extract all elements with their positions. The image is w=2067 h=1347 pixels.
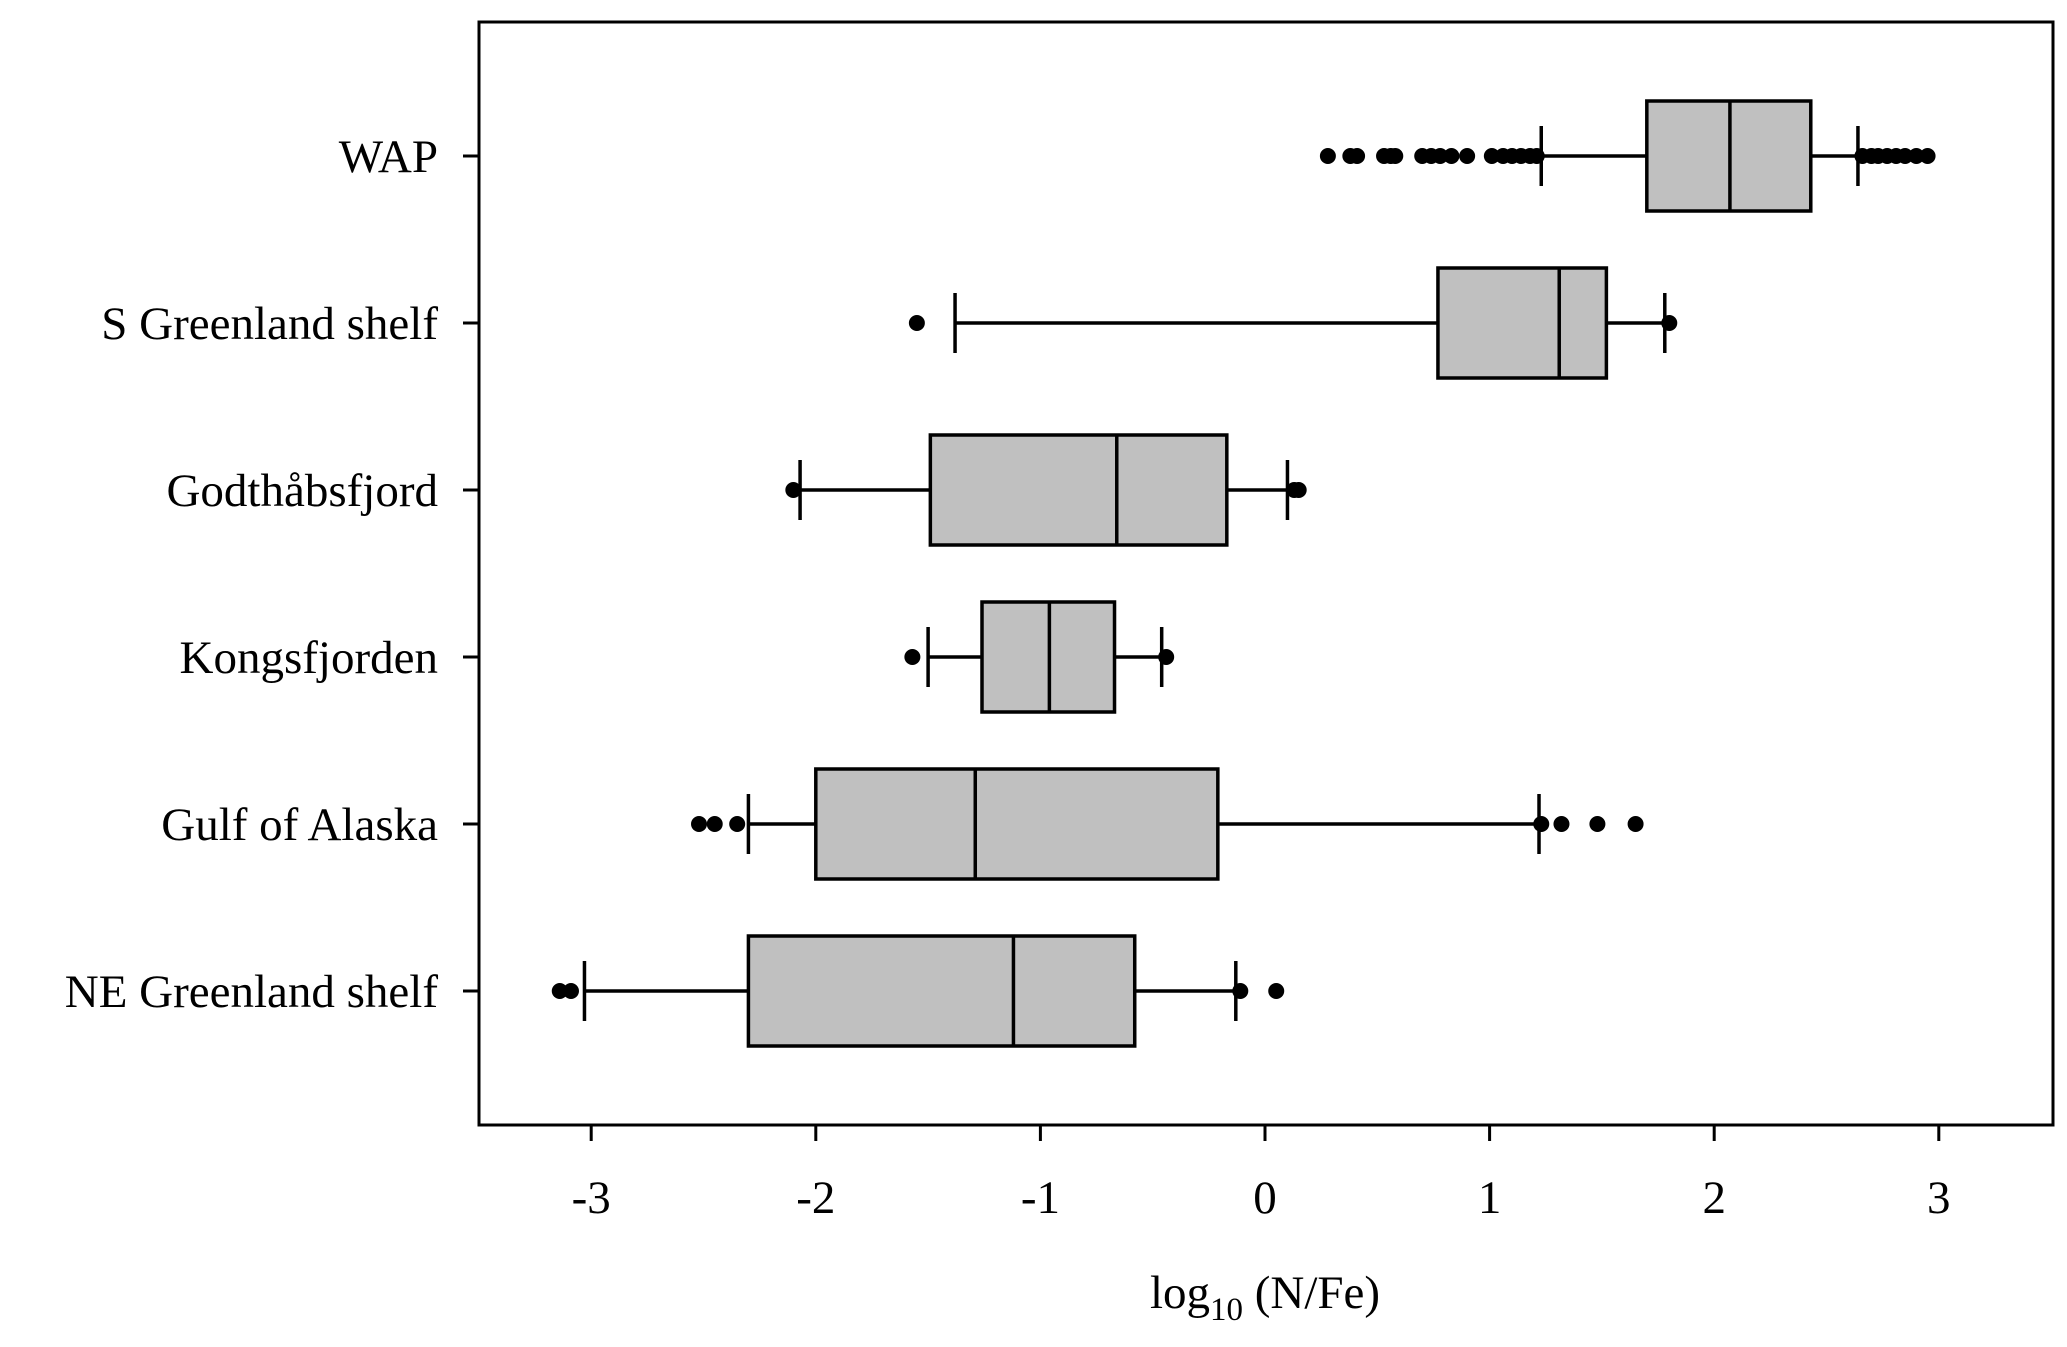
x-tick-label: 1 <box>1478 1172 1502 1224</box>
category-label: NE Greenland shelf <box>65 966 439 1018</box>
outlier-point <box>908 315 925 331</box>
box-group <box>908 266 1678 380</box>
outlier-point <box>1349 148 1366 164</box>
box-group <box>785 433 1307 547</box>
category-label: Kongsfjorden <box>180 632 438 684</box>
outlier-point <box>1919 148 1936 164</box>
iqr-box <box>814 767 1220 881</box>
x-tick-label: 3 <box>1927 1172 1951 1224</box>
category-label: Gulf of Alaska <box>161 799 438 851</box>
outlier-point <box>729 816 746 832</box>
plot-frame <box>477 20 2055 1127</box>
iqr-box <box>746 934 1137 1048</box>
outlier-point <box>1268 983 1285 999</box>
outlier-point <box>1432 148 1449 164</box>
outlier-point <box>551 983 568 999</box>
outlier-point <box>706 816 723 832</box>
outlier-point <box>1908 148 1925 164</box>
x-axis: -3 -2 -1 0 1 2 3 <box>572 1125 1951 1224</box>
outlier-point <box>1528 148 1545 164</box>
iqr-box <box>928 433 1229 547</box>
box-group <box>691 767 1644 881</box>
outlier-point <box>1443 148 1460 164</box>
outlier-point <box>904 649 921 665</box>
iqr-box <box>1436 266 1609 380</box>
outlier-point <box>1897 148 1914 164</box>
category-label: S Greenland shelf <box>101 298 438 350</box>
outlier-point <box>1232 983 1249 999</box>
category-label: Godthåbsfjord <box>166 465 438 517</box>
x-tick-label: -2 <box>796 1172 835 1224</box>
outlier-point <box>1319 148 1336 164</box>
x-tick-label: -1 <box>1021 1172 1060 1224</box>
outlier-point <box>1589 816 1606 832</box>
x-tick-label: 2 <box>1702 1172 1726 1224</box>
outlier-point <box>1533 816 1550 832</box>
outlier-point <box>562 983 579 999</box>
outlier-point <box>1627 816 1644 832</box>
boxes-layer <box>551 99 1936 1048</box>
outlier-point <box>1158 649 1175 665</box>
box-group <box>1319 99 1936 213</box>
box-group <box>551 934 1285 1048</box>
x-axis-title: log10 (N/Fe) <box>1150 1267 1380 1328</box>
y-axis: WAP S Greenland shelf Godthåbsfjord Kongsfj… <box>65 131 479 1018</box>
x-tick-label: -3 <box>572 1172 611 1224</box>
outlier-point <box>1290 482 1307 498</box>
outlier-point <box>1459 148 1476 164</box>
outlier-point <box>1553 816 1570 832</box>
outlier-point <box>1483 148 1500 164</box>
outlier-point <box>785 482 802 498</box>
category-label: WAP <box>339 131 438 183</box>
box-group <box>904 600 1175 714</box>
outlier-point <box>1661 315 1678 331</box>
x-tick-label: 0 <box>1253 1172 1277 1224</box>
outlier-point <box>691 816 708 832</box>
outlier-point <box>1387 148 1404 164</box>
